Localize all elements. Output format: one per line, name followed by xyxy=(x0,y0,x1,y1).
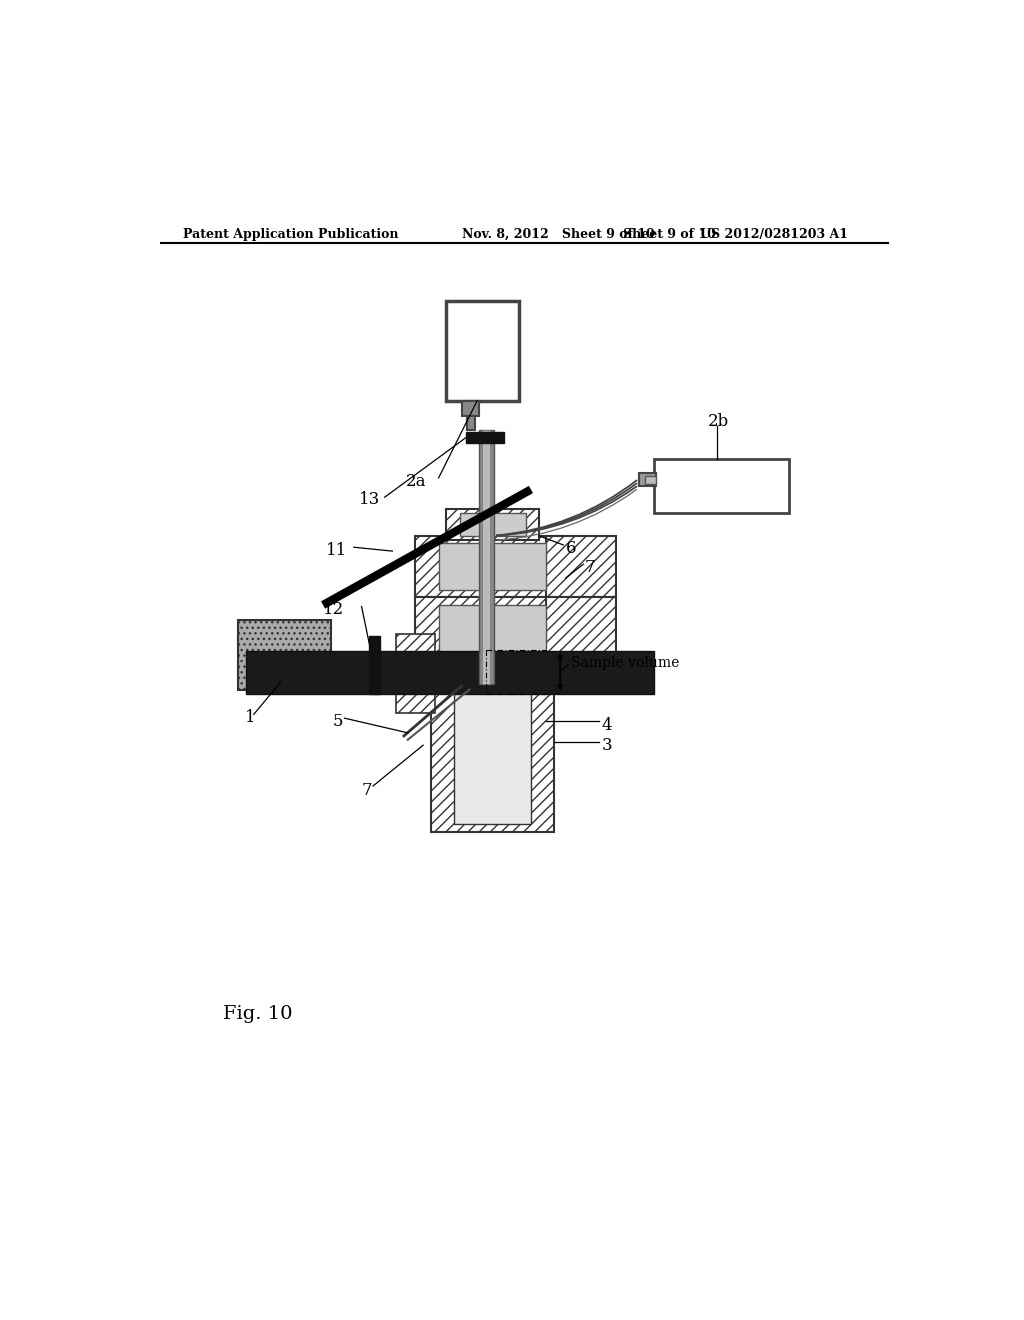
Bar xyxy=(547,536,615,598)
Bar xyxy=(645,477,655,484)
Bar xyxy=(482,430,490,684)
Bar xyxy=(467,416,475,430)
Text: Sample volume: Sample volume xyxy=(571,656,679,669)
Bar xyxy=(460,512,525,536)
Bar xyxy=(416,598,569,686)
Bar xyxy=(416,536,569,598)
Bar xyxy=(446,508,539,540)
Bar xyxy=(396,693,435,713)
Bar xyxy=(654,459,788,512)
Bar xyxy=(396,635,435,653)
Bar xyxy=(431,682,554,832)
Bar xyxy=(478,430,494,684)
Text: 13: 13 xyxy=(358,491,380,508)
Bar xyxy=(370,636,380,693)
Text: 12: 12 xyxy=(323,601,344,618)
Bar xyxy=(446,301,519,401)
Bar xyxy=(438,544,547,590)
Text: 3: 3 xyxy=(602,738,612,755)
Bar xyxy=(639,473,655,487)
Bar xyxy=(466,432,504,444)
Bar xyxy=(239,620,331,689)
Text: US 2012/0281203 A1: US 2012/0281203 A1 xyxy=(700,227,848,240)
Text: Nov. 8, 2012   Sheet 9 of 10: Nov. 8, 2012 Sheet 9 of 10 xyxy=(462,227,654,240)
Text: 4: 4 xyxy=(602,718,612,734)
Text: 5: 5 xyxy=(333,713,343,730)
Bar xyxy=(438,605,547,678)
Text: 1: 1 xyxy=(245,709,255,726)
Bar xyxy=(246,651,654,693)
Bar xyxy=(547,598,615,686)
Text: 11: 11 xyxy=(326,543,347,558)
Bar xyxy=(454,689,531,825)
Text: 7: 7 xyxy=(361,781,372,799)
Text: Fig. 10: Fig. 10 xyxy=(223,1006,293,1023)
Text: 7: 7 xyxy=(585,558,596,576)
Text: Sheet 9 of 10: Sheet 9 of 10 xyxy=(624,227,716,240)
Text: Patent Application Publication: Patent Application Publication xyxy=(183,227,398,240)
Bar xyxy=(462,401,478,416)
Text: 6: 6 xyxy=(565,540,577,557)
Text: 2a: 2a xyxy=(407,473,427,490)
Text: 2b: 2b xyxy=(708,412,729,429)
